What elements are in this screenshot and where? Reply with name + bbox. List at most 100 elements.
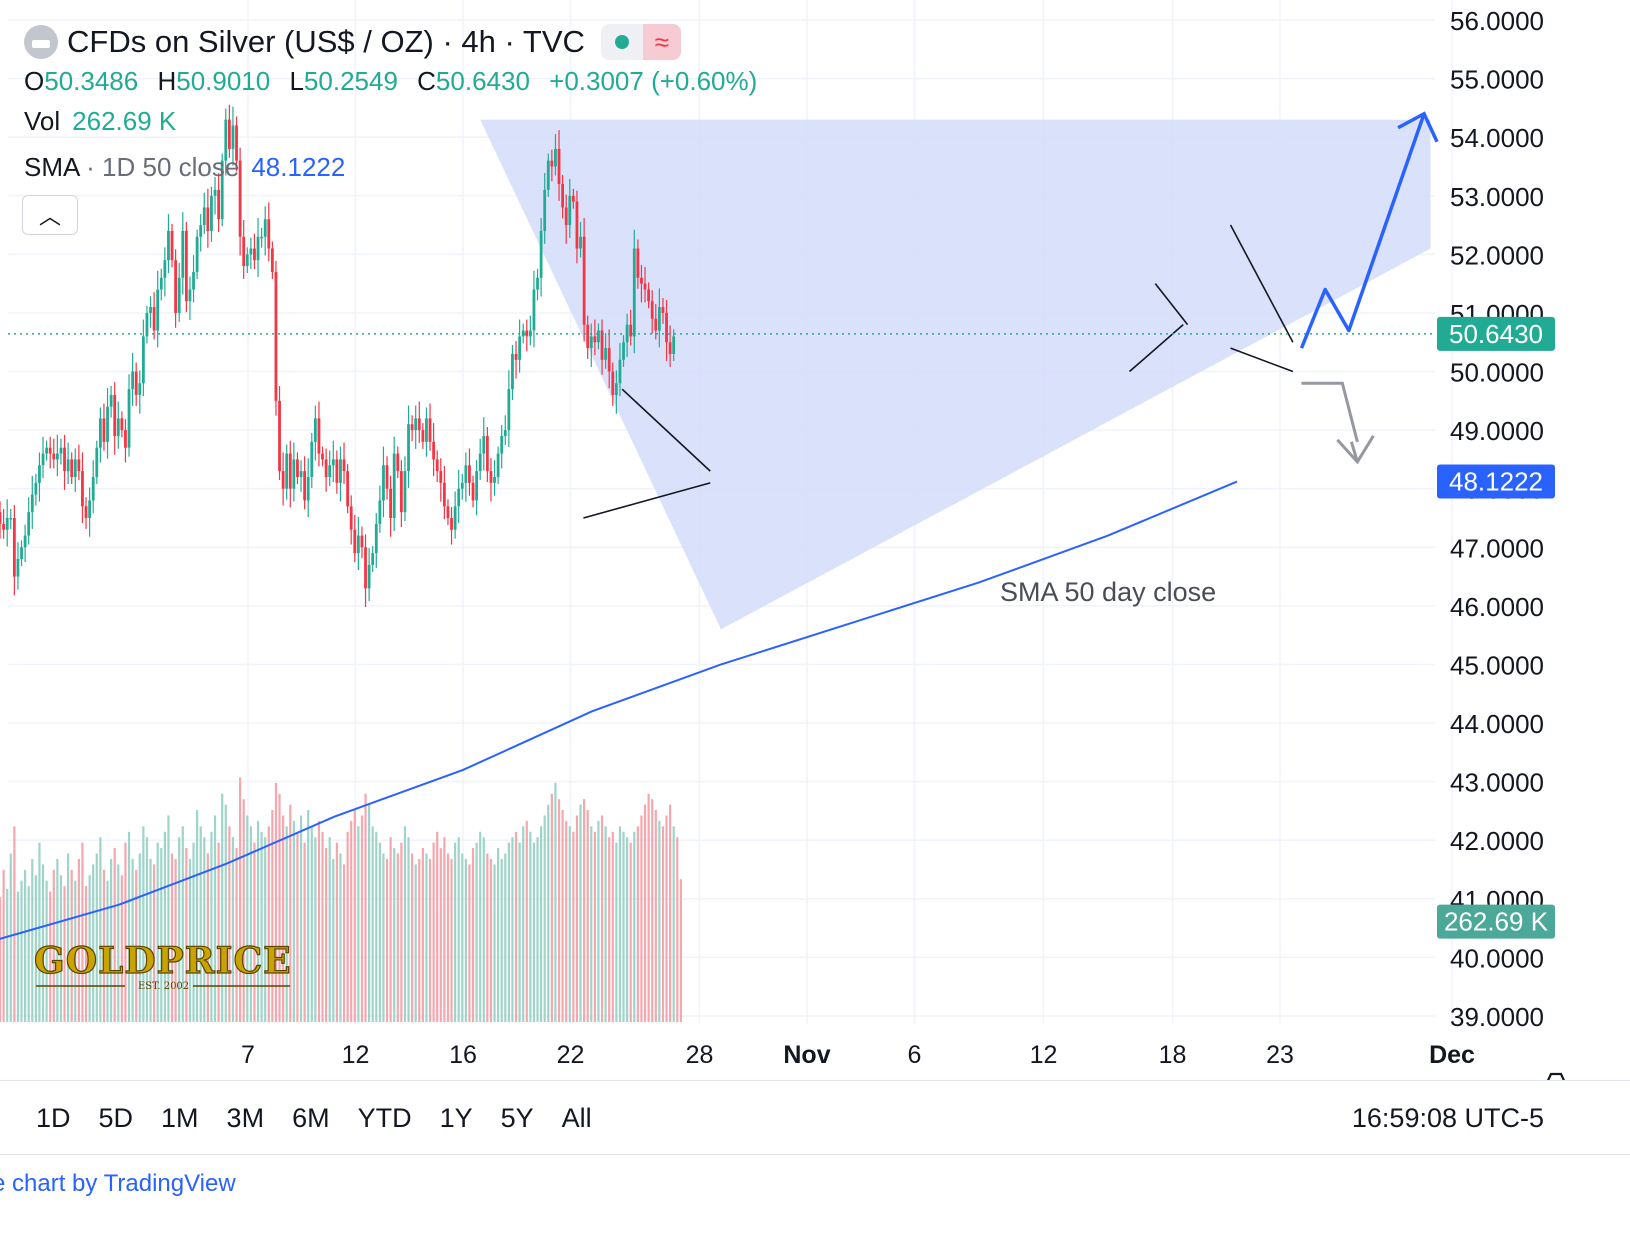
volume-bar [357, 826, 360, 1022]
triangle-trendline [1128, 324, 1184, 373]
clock[interactable]: 16:59:08 UTC-5 [1351, 1103, 1544, 1133]
range-1m-button[interactable]: 1M [161, 1103, 199, 1133]
range-5y-button[interactable]: 5Y [500, 1103, 534, 1133]
volume-bar [611, 831, 614, 1022]
x-tick-label: Nov [783, 1041, 830, 1069]
x-tick-label: 12 [342, 1041, 370, 1069]
y-tick-label: 55.0000 [1450, 65, 1544, 95]
volume-bar [385, 858, 389, 1022]
candle-body [600, 330, 604, 360]
volume-bar [590, 826, 593, 1022]
candle-body [403, 471, 407, 513]
volume-bar [579, 804, 582, 1022]
candle-body [131, 371, 135, 390]
volume-bar [482, 837, 485, 1022]
volume-bar [604, 826, 607, 1022]
candle-body [98, 418, 102, 448]
candle-body [353, 529, 357, 554]
status-pill[interactable]: ≈ [600, 24, 681, 60]
high-label: H [157, 66, 177, 96]
candle-body [217, 189, 221, 220]
candle-body [227, 119, 231, 149]
range-ytd-button[interactable]: YTD [357, 1103, 412, 1133]
tradingview-credit-link[interactable]: e chart by TradingView [0, 1170, 236, 1198]
candle-body [607, 348, 611, 372]
volume-bar [421, 848, 424, 1022]
volume-bar [400, 842, 403, 1022]
volume-bar [110, 858, 113, 1022]
pattern-shape [480, 119, 1431, 630]
volume-bar [436, 831, 439, 1022]
volume-bar [41, 864, 45, 1022]
volume-bar [461, 853, 464, 1022]
change-value: +0.3007 (+0.60%) [549, 66, 758, 96]
range-1y-button[interactable]: 1Y [439, 1103, 473, 1133]
volume-bar [74, 880, 77, 1022]
volume-tag-bg [1437, 904, 1555, 939]
footer [0, 1154, 1630, 1253]
range-1d-button[interactable]: 1D [36, 1103, 71, 1133]
candle-body [464, 465, 468, 483]
candle-body [77, 459, 81, 472]
candle-body [181, 230, 185, 278]
candle-body [70, 459, 74, 477]
volume-bar [27, 886, 30, 1022]
price-tags: 50.6430 48.1222 262.69 K [1437, 316, 1555, 939]
candle-body [174, 260, 178, 313]
volume-bar [228, 826, 231, 1022]
candle-body [199, 225, 203, 237]
volume-bar [561, 810, 564, 1022]
volume-bar [113, 848, 116, 1022]
volume-bar [124, 842, 127, 1022]
candle-body [102, 418, 106, 442]
range-5d-button[interactable]: 5D [98, 1103, 134, 1133]
volume-legend[interactable]: Vol 262.69 K [24, 106, 176, 137]
candle-body [618, 359, 622, 384]
range-3m-button[interactable]: 3M [226, 1103, 265, 1133]
bearish-projection-path [1301, 381, 1359, 443]
volume-bar [479, 831, 482, 1022]
volume-bar [160, 848, 163, 1022]
candle-body [170, 230, 174, 261]
range-all-button[interactable]: All [561, 1103, 592, 1133]
candle-body [124, 430, 127, 448]
volume-bar [504, 853, 507, 1022]
candle-body [500, 435, 504, 454]
candle-body [421, 430, 425, 442]
candle-body [41, 453, 45, 466]
volume-bar [246, 815, 249, 1022]
volume-bar [145, 837, 149, 1022]
candle-body [367, 564, 371, 589]
x-tick-label: 23 [1266, 1041, 1294, 1069]
volume-bar [368, 804, 371, 1022]
logo-text: GOLDPRICE [34, 940, 292, 982]
candle-body [313, 418, 317, 442]
candle-body [546, 160, 550, 190]
volume-bar [310, 826, 313, 1022]
price-chart[interactable]: 56.000055.000054.000053.000052.000051.00… [0, 0, 1630, 1080]
volume-label: Vol [24, 106, 61, 136]
candle-body [389, 488, 393, 518]
candle-body [274, 271, 278, 401]
triangle-trendline [1229, 224, 1294, 343]
y-tick-label: 42.0000 [1450, 826, 1544, 856]
candle-body [442, 482, 446, 507]
candle-body [643, 283, 647, 290]
range-6m-button[interactable]: 6M [292, 1103, 330, 1133]
symbol-title[interactable]: CFDs on Silver (US$ / OZ) · 4h · TVC [67, 24, 585, 59]
candle-body [468, 465, 471, 483]
volume-bar [514, 831, 518, 1022]
chart-settings-icon[interactable] [1545, 1072, 1567, 1080]
sma-legend[interactable]: SMA · 1D 50 close 48.1222 [24, 152, 345, 183]
collapse-legend-button[interactable]: ︿ [22, 195, 78, 235]
candle-body [231, 125, 235, 149]
candle-body [385, 465, 389, 489]
candle-body [407, 424, 410, 472]
candle-body [116, 418, 120, 436]
candle-body [253, 248, 256, 261]
volume-bar [325, 848, 328, 1022]
goldprice-logo: GOLDPRICE EST. 2002 [33, 939, 292, 992]
volume-bar [375, 831, 378, 1022]
candle-body [425, 418, 428, 442]
candle-body [263, 219, 267, 237]
